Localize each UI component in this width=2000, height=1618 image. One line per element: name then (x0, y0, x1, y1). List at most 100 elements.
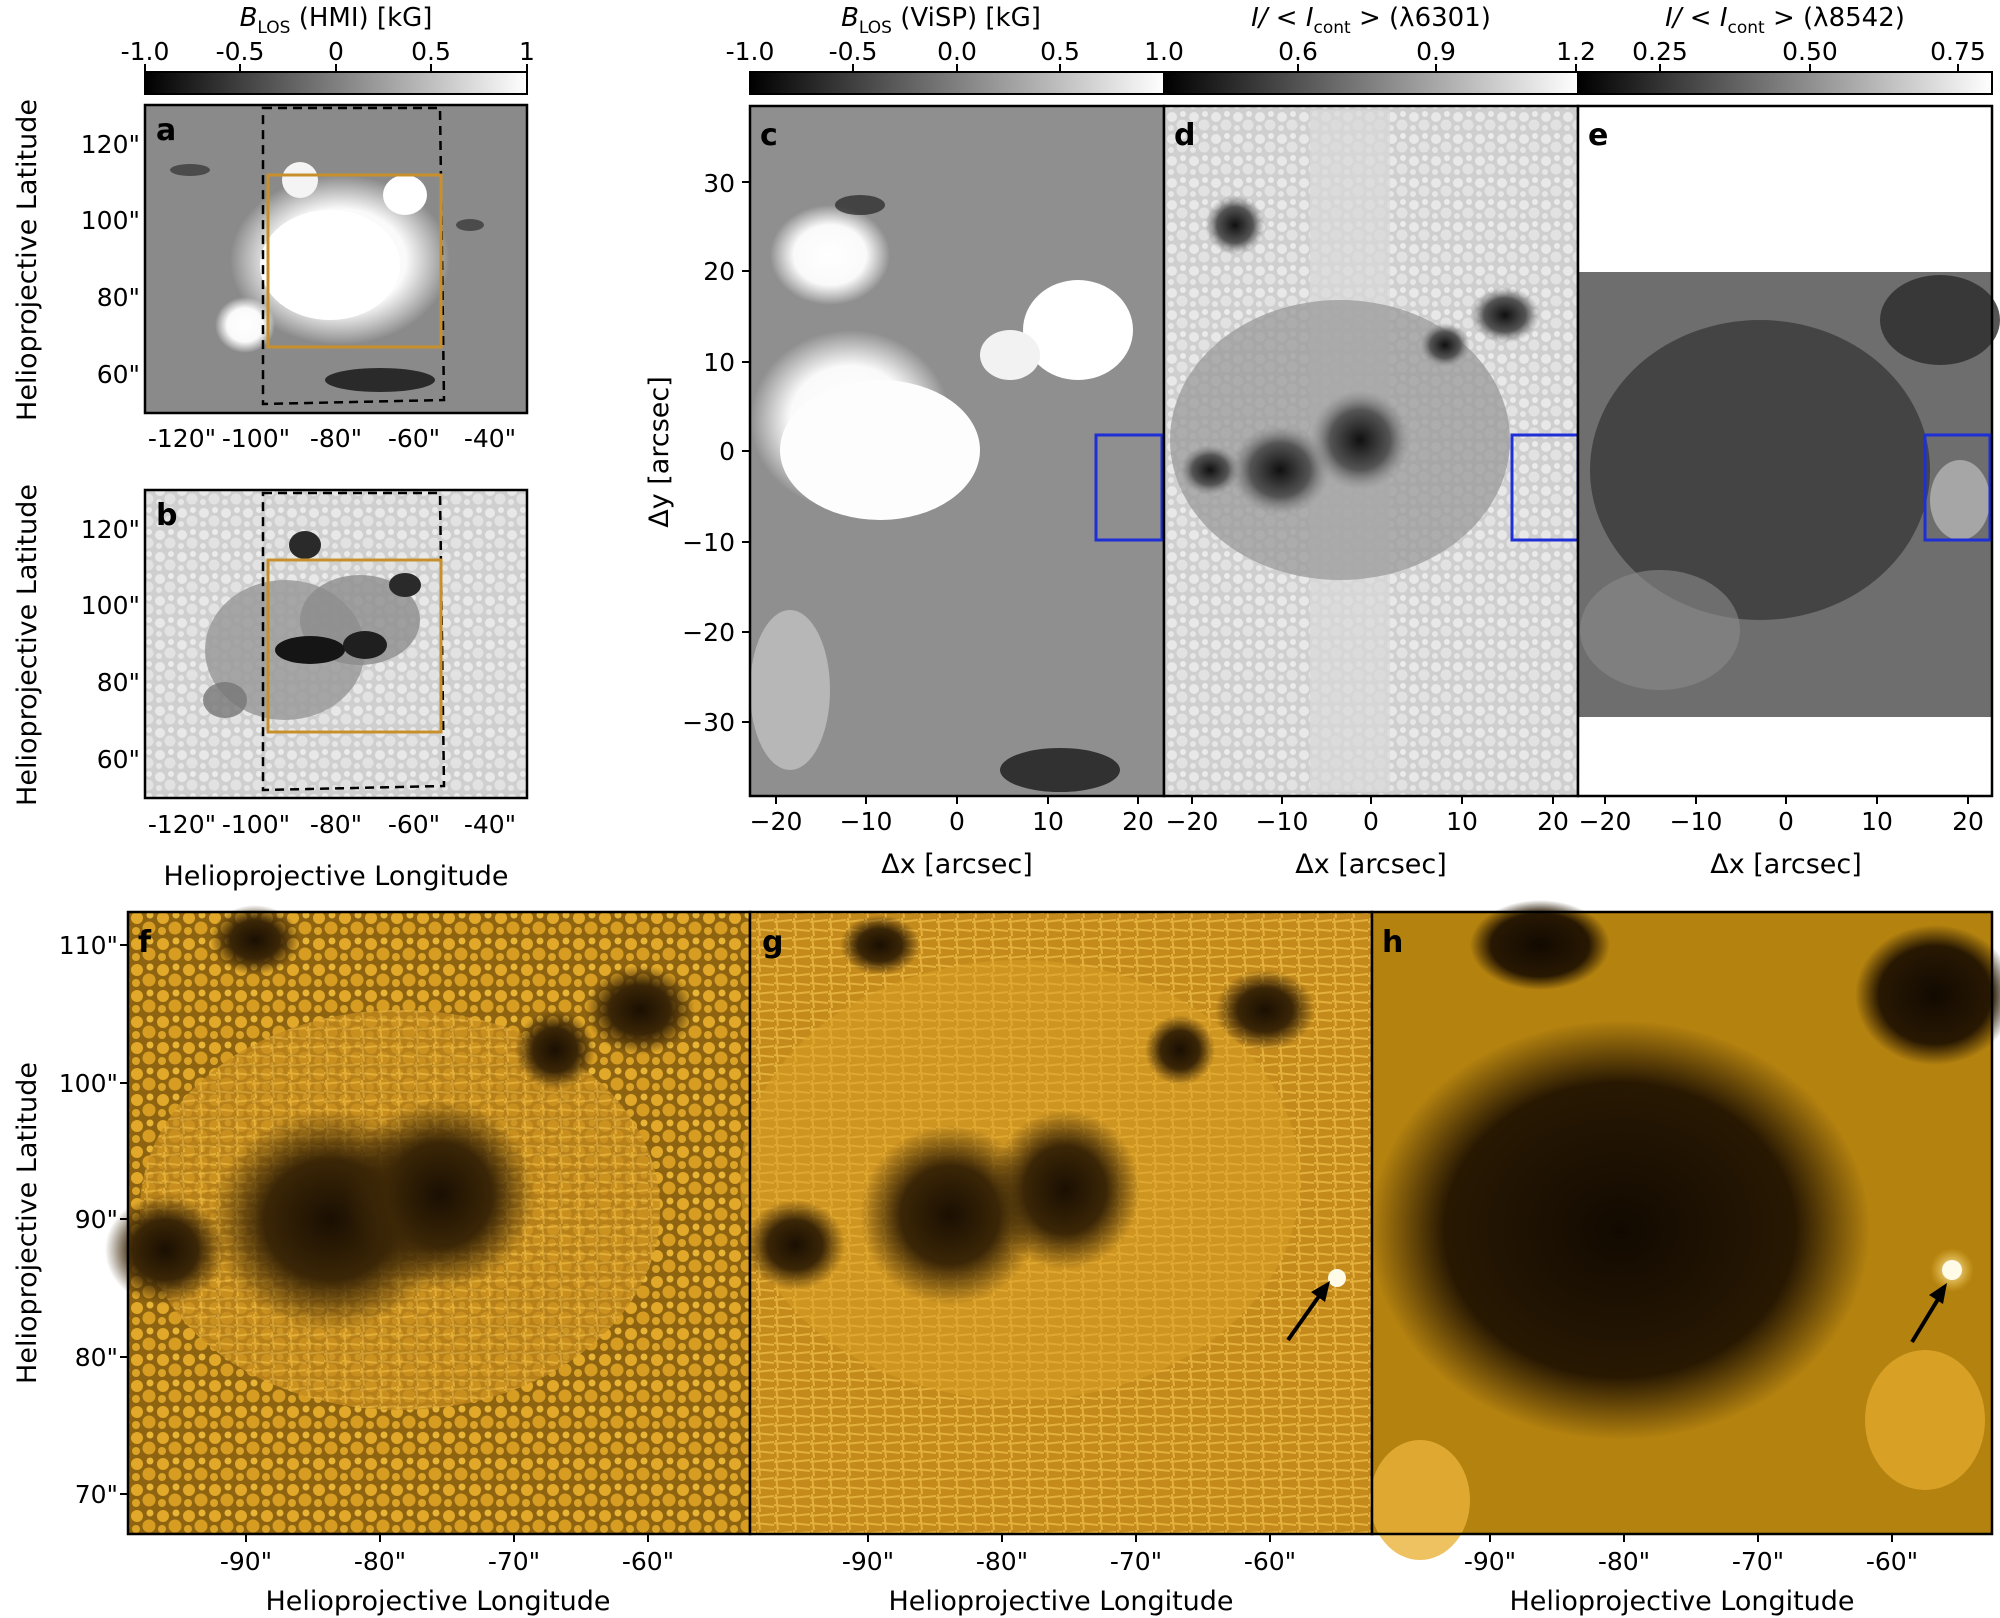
x-tick-label: -90" (842, 1547, 894, 1576)
x-tick-label: -100" (222, 424, 290, 453)
panel-h: h (1370, 900, 2000, 1560)
visp-axes: 30 20 10 0 −10 −20 −30 −20 −10 0 10 20 −… (644, 169, 1984, 880)
y-axis-label: Helioprojective Latitude (12, 1062, 43, 1384)
y-tick-label: −10 (682, 528, 735, 557)
x-tick-label: -80" (1598, 1547, 1650, 1576)
y-tick-label: 80" (75, 1343, 118, 1372)
x-tick-label: -40" (464, 810, 516, 839)
colorbar-tick: -1.0 (121, 37, 170, 66)
panel-b: b (143, 488, 529, 800)
x-axis-label: Helioprojective Longitude (1509, 1586, 1854, 1617)
panel-f: f (105, 905, 752, 1536)
y-tick-label: 90" (75, 1205, 118, 1234)
x-tick-label: -70" (1732, 1547, 1784, 1576)
x-tick-label: 10 (1861, 807, 1893, 836)
arrow-icon (1311, 1281, 1330, 1302)
x-tick-label: 0 (949, 807, 965, 836)
colorbar-tick: -0.5 (829, 37, 878, 66)
y-tick-label: −20 (682, 618, 735, 647)
y-tick-label: 120" (81, 130, 140, 159)
colorbar-tick: 0.0 (937, 37, 977, 66)
x-tick-label: -70" (488, 1547, 540, 1576)
panel-e: e (1576, 104, 2000, 798)
colorbar-6301-title: I/ < Icont > (λ6301) (1251, 3, 1491, 38)
y-tick-label: 100" (59, 1069, 118, 1098)
x-tick-label: -120" (148, 424, 216, 453)
colorbar-6301: I/ < Icont > (λ6301) 0.6 0.9 1.2 (1163, 3, 1596, 95)
x-tick-label: -40" (464, 424, 516, 453)
panel-a: a (143, 103, 529, 415)
colorbar-8542: I/ < Icont > (λ8542) 0.25 0.50 0.75 (1577, 3, 1993, 95)
x-tick-label: 20 (1122, 807, 1154, 836)
x-tick-label: -80" (310, 424, 362, 453)
panel-letter: c (760, 118, 778, 153)
y-tick-label: 100" (81, 591, 140, 620)
x-tick-label: -90" (220, 1547, 272, 1576)
roi-box (1094, 433, 1164, 542)
roi-box (1923, 433, 1992, 542)
colorbar-tick: 0.6 (1278, 37, 1318, 66)
x-tick-label: −10 (1670, 807, 1723, 836)
y-tick-label: 0 (719, 437, 735, 466)
panel-letter: h (1382, 925, 1403, 960)
x-tick-label: -80" (354, 1547, 406, 1576)
hmi-axes: 120" 100" 80" 60" 120" 100" 80" 60" -120… (12, 99, 516, 892)
x-tick-label: -100" (222, 810, 290, 839)
y-tick-label: 30 (703, 169, 735, 198)
y-tick-label: 60" (97, 745, 140, 774)
panel-letter: e (1588, 118, 1608, 153)
x-tick-label: 20 (1952, 807, 1984, 836)
colorbar-visp-title: BLOS (ViSP) [kG] (841, 3, 1041, 38)
bottom-axes: 110" 100" 90" 80" 70" -90" -80" -70" -60… (12, 931, 1918, 1617)
brightening (1328, 1269, 1346, 1287)
y-tick-label: 60" (97, 360, 140, 389)
y-tick-label: 100" (81, 206, 140, 235)
x-tick-label: −20 (750, 807, 803, 836)
y-axis-label: Helioprojective Latitude (12, 484, 43, 806)
colorbar-tick: 1.0 (1144, 37, 1184, 66)
x-axis-label: Helioprojective Longitude (265, 1586, 610, 1617)
x-tick-label: -60" (1866, 1547, 1918, 1576)
x-axis-label: Δx [arcsec] (1295, 849, 1447, 880)
visp-fov-outline (261, 491, 446, 792)
x-tick-label: −20 (1166, 807, 1219, 836)
panel-c: c (748, 104, 1166, 798)
panel-letter: b (156, 498, 177, 533)
colorbar-tick: 1.2 (1556, 37, 1596, 66)
colorbar-visp: BLOS (ViSP) [kG] -1.0 -0.5 0.0 0.5 1.0 (726, 3, 1184, 95)
x-axis-label: Helioprojective Longitude (888, 1586, 1233, 1617)
x-tick-label: 0 (1778, 807, 1794, 836)
colorbar-tick: 1 (519, 37, 535, 66)
panel-letter: g (762, 925, 783, 960)
colorbar-tick: 0.50 (1782, 37, 1838, 66)
y-axis-label: Helioprojective Latitude (12, 99, 43, 421)
colorbar-hmi: BLOS (HMI) [kG] -1.0 -0.5 0 0.5 1 (121, 3, 535, 95)
colorbar-tick: 0.25 (1632, 37, 1688, 66)
brightening (1942, 1260, 1962, 1280)
panel-g: g (740, 910, 1374, 1536)
y-axis-label: Δy [arcsec] (644, 376, 675, 528)
visp-fov-outline (261, 106, 446, 406)
x-tick-label: -70" (1110, 1547, 1162, 1576)
colorbar-tick: 0.5 (1040, 37, 1080, 66)
panel-d: d (1162, 104, 1580, 798)
colorbar-tick: 0.9 (1416, 37, 1456, 66)
y-tick-label: 120" (81, 515, 140, 544)
x-tick-label: -60" (622, 1547, 674, 1576)
x-tick-label: −10 (1256, 807, 1309, 836)
x-tick-label: -60" (388, 810, 440, 839)
x-tick-label: -60" (388, 424, 440, 453)
x-tick-label: 10 (1032, 807, 1064, 836)
arrow-line (1286, 1290, 1324, 1342)
colorbar-8542-title: I/ < Icont > (λ8542) (1665, 3, 1905, 38)
x-tick-label: -80" (976, 1547, 1028, 1576)
x-tick-label: −20 (1579, 807, 1632, 836)
panel-letter: d (1174, 118, 1195, 153)
x-tick-label: -60" (1244, 1547, 1296, 1576)
y-tick-label: 110" (59, 931, 118, 960)
colorbar-tick: -0.5 (216, 37, 265, 66)
colorbar-tick: 0.5 (411, 37, 451, 66)
dkist-fov-box (266, 173, 443, 349)
panel-letter: f (138, 925, 152, 960)
